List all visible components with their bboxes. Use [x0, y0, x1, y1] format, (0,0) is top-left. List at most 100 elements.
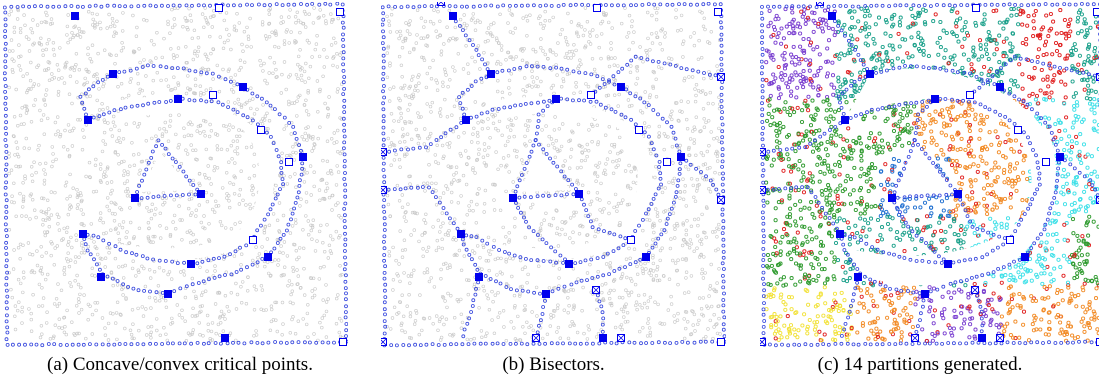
interior-point [79, 193, 83, 198]
interior-point [656, 6, 660, 11]
interior-point [111, 283, 115, 288]
interior-point [473, 20, 478, 25]
interior-point [307, 134, 311, 139]
interior-point [718, 102, 722, 106]
interior-point [176, 146, 180, 150]
bisector-point [584, 208, 589, 213]
interior-point [612, 63, 617, 67]
interior-point [497, 311, 502, 315]
interior-point [959, 326, 964, 331]
interior-point [77, 26, 81, 31]
bisector-point [620, 66, 625, 71]
interior-point [260, 122, 265, 126]
interior-point [572, 214, 576, 218]
boundary-point [721, 267, 726, 271]
interior-point [717, 172, 722, 176]
interior-point [254, 333, 259, 337]
interior-point [198, 265, 202, 269]
boundary-point [204, 99, 209, 104]
interior-point [209, 156, 214, 161]
interior-point [594, 179, 598, 183]
interior-point [261, 103, 265, 107]
interior-point [178, 218, 182, 222]
interior-point [57, 301, 62, 306]
interior-point [909, 35, 914, 40]
interior-point [296, 76, 300, 81]
interior-point [296, 18, 301, 23]
interior-point [941, 208, 946, 213]
bisector-point [696, 69, 701, 74]
interior-point [264, 250, 268, 254]
bisector-point [409, 185, 414, 190]
interior-point [235, 134, 239, 139]
boundary-point [69, 4, 74, 8]
interior-point [487, 308, 492, 312]
interior-point [67, 153, 72, 158]
boundary-point [3, 17, 8, 22]
interior-point [591, 124, 595, 129]
interior-point [503, 143, 508, 148]
interior-point [675, 221, 679, 226]
boundary-point [509, 287, 513, 292]
interior-point [130, 141, 134, 145]
boundary-point [473, 262, 478, 267]
interior-point [874, 146, 879, 151]
boundary-point [177, 3, 182, 8]
boundary-point [299, 2, 303, 6]
bisector-point [531, 229, 536, 234]
interior-point [696, 217, 701, 221]
interior-point [51, 152, 55, 156]
interior-point [700, 267, 704, 272]
interior-point [430, 100, 434, 105]
boundary-point [662, 228, 667, 233]
interior-point [499, 44, 504, 48]
interior-point [310, 149, 314, 153]
interior-point [508, 256, 512, 260]
interior-point [847, 42, 852, 47]
interior-point [565, 72, 570, 76]
interior-point [194, 296, 198, 301]
interior-point [549, 137, 554, 141]
bisector-point [694, 166, 699, 171]
interior-point [702, 76, 706, 81]
interior-point [625, 275, 629, 280]
boundary-point [190, 3, 194, 8]
interior-point [169, 47, 173, 51]
interior-point [278, 250, 282, 255]
interior-point [131, 13, 135, 18]
interior-point [676, 118, 680, 123]
interior-point [438, 33, 442, 37]
interior-point [263, 264, 267, 269]
interior-point [566, 289, 571, 293]
interior-point [513, 26, 518, 30]
interior-point [157, 127, 162, 131]
boundary-point [629, 117, 634, 122]
interior-point [983, 282, 988, 287]
interior-point [412, 46, 416, 51]
interior-point [488, 31, 493, 35]
boundary-point [342, 164, 347, 169]
bisector-point [448, 216, 452, 221]
interior-point [109, 192, 113, 196]
filled-square-marker [97, 273, 105, 281]
interior-point [132, 121, 137, 125]
interior-point [465, 23, 469, 27]
interior-point [440, 211, 444, 215]
interior-point [244, 302, 249, 306]
boundary-point [656, 340, 661, 345]
boundary-point [145, 63, 150, 68]
interior-point [1021, 261, 1026, 266]
interior-point [149, 276, 153, 280]
interior-point [570, 49, 574, 54]
interior-point [204, 289, 208, 293]
interior-point [182, 126, 186, 130]
interior-point [389, 327, 393, 331]
bisector-point [541, 108, 546, 113]
interior-point [387, 254, 392, 258]
interior-point [296, 319, 300, 323]
interior-point [481, 243, 485, 248]
interior-point [68, 67, 73, 71]
interior-point [680, 110, 684, 114]
interior-point [309, 276, 314, 280]
interior-point [33, 208, 37, 212]
